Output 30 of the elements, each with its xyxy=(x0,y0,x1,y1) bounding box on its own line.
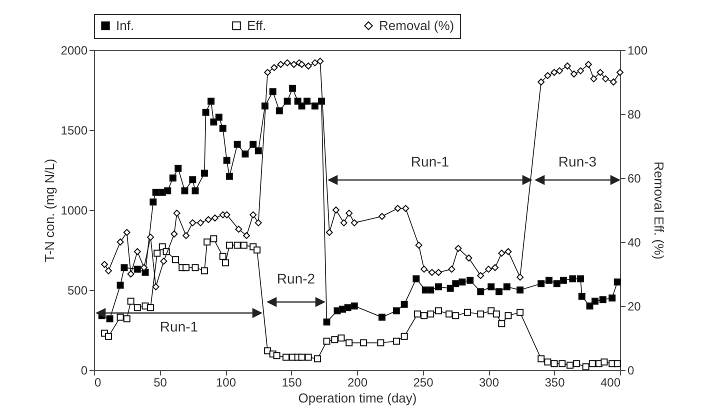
x-axis-title: Operation time (day) xyxy=(298,390,417,406)
annotation: Run-3 xyxy=(558,154,597,170)
x-tick-label: 400 xyxy=(600,376,621,390)
y2-axis-title: Removal Eff. (%) xyxy=(652,161,667,260)
y-tick-label: 500 xyxy=(67,284,88,298)
annotation: Run-2 xyxy=(276,270,316,287)
x-tick-label: 200 xyxy=(347,376,368,390)
x-tick-label: 150 xyxy=(282,376,302,390)
y-tick-label: 1000 xyxy=(60,204,88,218)
legend-label: Inf. xyxy=(116,18,134,33)
y-axis-title: T-N con. (mg N/L) xyxy=(42,158,57,262)
legend-label: Eff. xyxy=(247,18,266,33)
y2-tick-label: 100 xyxy=(628,44,648,58)
y2-tick-label: 80 xyxy=(628,108,642,122)
annotation: Run-1 xyxy=(410,154,450,170)
y-tick-label: 2000 xyxy=(60,44,88,58)
legend-label: Removal (%) xyxy=(379,18,454,33)
y2-tick-label: 0 xyxy=(628,364,634,378)
y-tick-label: 0 xyxy=(80,364,88,378)
x-tick-label: 300 xyxy=(478,376,500,390)
y2-tick-label: 60 xyxy=(628,172,642,186)
x-tick-label: 350 xyxy=(544,376,566,390)
annotation: Run-1 xyxy=(160,318,198,335)
x-tick-label: 100 xyxy=(216,376,236,390)
x-tick-label: 50 xyxy=(154,376,168,390)
y-tick-label: 1500 xyxy=(60,124,88,138)
x-tick-label: 0 xyxy=(94,376,102,390)
y2-tick-label: 20 xyxy=(628,300,642,314)
x-tick-label: 250 xyxy=(413,376,434,390)
y2-tick-label: 40 xyxy=(628,236,642,250)
